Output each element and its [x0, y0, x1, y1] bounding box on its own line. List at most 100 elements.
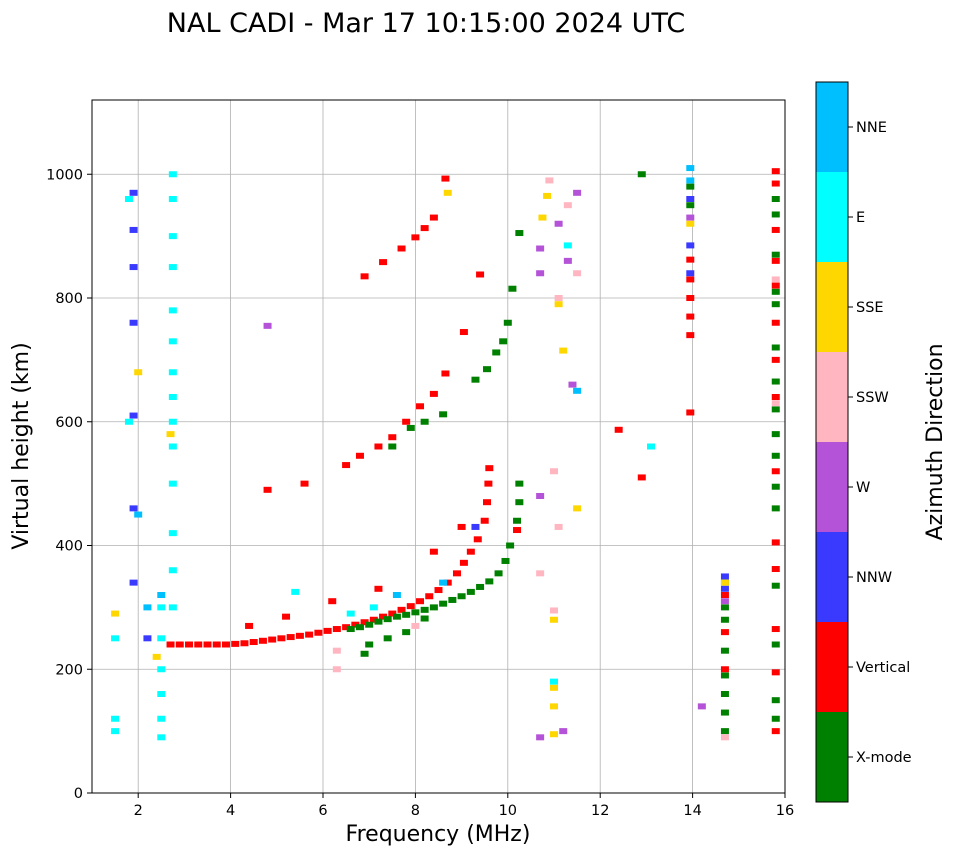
echo-point-ssw — [550, 607, 558, 614]
echo-point-x-mode — [374, 618, 383, 625]
colorbar-tick-label: SSE — [856, 300, 884, 316]
echo-point-vertical — [221, 641, 230, 648]
echo-point-vertical — [300, 480, 309, 487]
colorbar-tick-label: X-mode — [856, 750, 912, 766]
echo-point-vertical — [686, 276, 695, 283]
x-tick-label: 10 — [499, 803, 517, 819]
echo-point-vertical — [388, 610, 397, 617]
echo-point-ssw — [332, 647, 341, 654]
echo-point-vertical — [406, 603, 415, 610]
colorbar-tick-label: NNE — [856, 120, 887, 136]
echo-point-nnw — [471, 523, 480, 530]
x-tick-label: 4 — [226, 803, 235, 819]
echo-point-e — [168, 233, 177, 240]
echo-point-vertical — [457, 523, 466, 530]
echo-point-e — [157, 635, 166, 642]
echo-point-vertical — [397, 245, 406, 252]
echo-point-sse — [686, 220, 695, 227]
echo-point-x-mode — [515, 480, 524, 487]
echo-point-ssw — [563, 202, 572, 209]
echo-point-e — [157, 604, 166, 611]
data-marks — [111, 165, 780, 741]
echo-point-vertical — [771, 468, 780, 475]
y-tick-label: 200 — [55, 662, 83, 678]
echo-point-nne — [143, 604, 152, 611]
echo-point-x-mode — [439, 411, 448, 418]
echo-point-x-mode — [429, 604, 438, 611]
echo-point-ssw — [554, 295, 563, 301]
echo-point-vertical — [771, 539, 780, 546]
echo-point-x-mode — [686, 183, 695, 190]
echo-point-x-mode — [360, 650, 369, 657]
echo-point-nne — [573, 387, 582, 394]
colorbar-frame — [815, 81, 849, 803]
echo-point-w — [536, 493, 545, 499]
colorbar-label: Azimuth Direction — [923, 343, 948, 540]
echo-point-nne — [392, 592, 401, 598]
echo-point-vertical — [429, 214, 438, 221]
echo-point-x-mode — [383, 616, 392, 623]
echo-point-x-mode — [515, 230, 524, 237]
echo-point-ssw — [573, 270, 582, 277]
echo-point-w — [563, 257, 572, 264]
echo-point-vertical — [351, 621, 360, 628]
echo-point-x-mode — [471, 376, 480, 383]
echo-point-x-mode — [448, 596, 457, 603]
echo-point-x-mode — [720, 604, 729, 611]
echo-point-vertical — [263, 486, 272, 493]
echo-point-vertical — [443, 579, 452, 586]
echo-point-vertical — [323, 627, 332, 634]
echo-point-x-mode — [485, 578, 494, 585]
echo-point-e — [157, 734, 166, 741]
echo-point-e — [111, 635, 120, 642]
echo-point-vertical — [771, 626, 780, 633]
echo-point-sse — [550, 703, 558, 710]
y-tick-label: 800 — [55, 291, 83, 307]
echo-point-vertical — [360, 619, 369, 626]
echo-point-nnw — [720, 573, 729, 580]
colorbar-swatch-w — [816, 442, 848, 532]
echo-point-x-mode — [402, 611, 411, 618]
echo-point-ssw — [720, 734, 729, 741]
echo-point-x-mode — [513, 517, 522, 524]
x-tick-label: 6 — [318, 803, 327, 819]
echo-point-nnw — [129, 319, 138, 326]
echo-point-vertical — [476, 271, 485, 278]
echo-point-vertical — [720, 666, 729, 673]
echo-point-vertical — [397, 606, 406, 613]
colorbar-tick-label: W — [856, 480, 870, 496]
echo-point-nne — [134, 511, 143, 518]
echo-point-e — [168, 369, 177, 376]
echo-point-x-mode — [365, 621, 374, 628]
echo-point-ssw — [536, 570, 545, 577]
echo-point-e — [168, 443, 177, 450]
echo-point-vertical — [720, 592, 729, 598]
echo-point-sse — [559, 347, 568, 354]
echo-point-vertical — [614, 426, 623, 433]
echo-point-vertical — [459, 329, 468, 336]
echo-point-e — [346, 610, 355, 617]
echo-point-ssw — [554, 523, 563, 530]
echo-point-ssw — [411, 622, 420, 629]
echo-point-nne — [686, 177, 695, 184]
echo-point-x-mode — [499, 338, 508, 345]
echo-point-nnw — [129, 505, 138, 512]
echo-point-vertical — [771, 566, 780, 573]
echo-point-w — [720, 598, 729, 605]
echo-point-e — [291, 588, 300, 595]
x-tick-label: 2 — [134, 803, 143, 819]
echo-point-vertical — [379, 259, 388, 266]
echo-point-sse — [550, 616, 558, 623]
echo-point-nne — [686, 165, 695, 172]
echo-point-x-mode — [771, 378, 780, 385]
echo-point-x-mode — [476, 583, 485, 590]
echo-point-vertical — [245, 622, 254, 629]
echo-point-vertical — [771, 168, 780, 175]
colorbar-swatch-ssw — [816, 352, 848, 442]
colorbar-swatch-e — [816, 172, 848, 262]
echo-point-e — [168, 418, 177, 425]
echo-point-vertical — [484, 480, 493, 487]
colorbar-swatch-sse — [816, 262, 848, 352]
echo-point-x-mode — [383, 635, 392, 642]
